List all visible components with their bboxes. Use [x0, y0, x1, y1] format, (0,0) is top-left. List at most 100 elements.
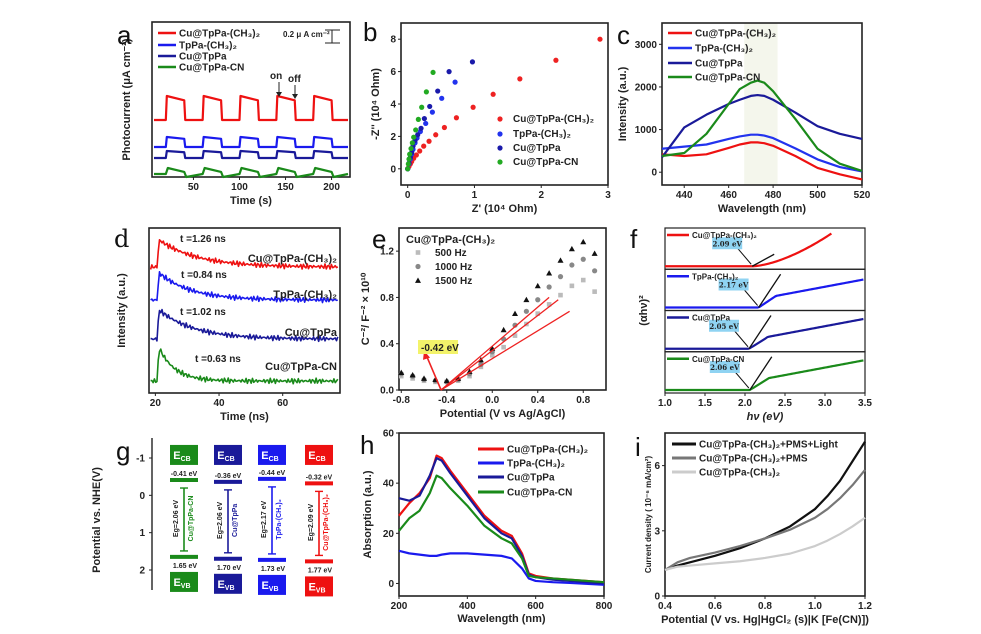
annotation-box: [418, 340, 458, 354]
evb-value: 1.70 eV: [217, 565, 241, 572]
legend-label: Cu@TpPa-(CH₃)₂: [692, 231, 757, 240]
legend-label: Cu@TpPa-(CH₃)₂: [179, 29, 260, 40]
y-tick-label: 3: [654, 526, 660, 537]
legend-label: TpPa-(CH₃)₂: [692, 272, 739, 281]
x-tick-label: 480: [765, 190, 782, 201]
data-point: [500, 326, 507, 333]
y-axis-label: Intensity (a.u.): [617, 66, 629, 141]
legend-label: TpPa-(CH₃)₂: [513, 129, 571, 140]
data-point: [439, 95, 445, 101]
data-point: [408, 145, 414, 152]
y-tick-label: 2000: [635, 82, 658, 93]
data-point: [421, 143, 427, 149]
y-tick-label: 0: [390, 164, 396, 175]
highlight-band: [744, 23, 778, 185]
series-label: TpPa-(CH₃)₂: [273, 289, 337, 301]
data-point: [546, 284, 552, 290]
data-point: [470, 104, 476, 110]
data-point: [501, 344, 506, 350]
data-point: [557, 274, 564, 280]
y-tick-label: 6: [654, 461, 660, 472]
cb-subscript: CB: [269, 456, 279, 463]
cb-subscript: CB: [316, 456, 326, 463]
y-tick-label: 20: [383, 529, 395, 540]
bandgap-label: 2.06 eV: [710, 363, 740, 372]
tauc-curve: [665, 359, 864, 392]
plot-frame: [398, 432, 605, 597]
panel-h: 200 400 600 800 0 20 40 60 Wavelength (nm) Absorp…: [360, 429, 613, 626]
legend-label: TpPa-(CH₃)₂: [179, 41, 237, 52]
legend-label: Cu@TpPa-CN: [507, 488, 572, 499]
off-label: off: [288, 74, 301, 85]
annotation-label: -0.42 eV: [421, 343, 459, 354]
data-point: [535, 311, 541, 316]
y-tick-label: 3000: [635, 40, 658, 51]
absorption-line: [398, 549, 605, 586]
data-point: [406, 156, 412, 162]
y-tick-label: 1.2: [380, 247, 394, 258]
legend-marker: [415, 277, 421, 283]
panel-label: g: [116, 436, 130, 466]
legend-label: 1500 Hz: [435, 276, 472, 287]
x-tick-label: -0.8: [393, 395, 411, 406]
vb-box: [258, 574, 286, 595]
lifetime-label: t =1.02 ns: [180, 307, 226, 318]
on-label: on: [270, 71, 282, 82]
spectrum-line: [661, 141, 863, 181]
y-tick-label: 0.0: [380, 386, 394, 397]
legend-label: TpPa-(CH₃)₂: [695, 44, 753, 55]
data-point: [557, 257, 564, 263]
data-point: [466, 368, 473, 374]
y-tick-label: 60: [383, 429, 395, 440]
bandgap-label: 2.17 eV: [719, 281, 749, 290]
y-tick-label: 1: [139, 528, 145, 539]
series-label: Cu@TpPa: [285, 327, 338, 339]
y-tick-label: 0: [388, 579, 394, 590]
data-point: [430, 69, 436, 76]
cb-subscript: CB: [225, 456, 235, 463]
tauc-curve: [665, 278, 864, 309]
vb-subscript: VB: [225, 585, 235, 592]
y-axis-label: C⁻²/ F⁻² × 10¹⁰: [360, 272, 372, 345]
material-label: Cu@TpPa-CN: [188, 496, 195, 542]
data-point: [546, 302, 552, 307]
jv-curve: [664, 469, 866, 571]
y-axis-label: Intensity (a.u.): [116, 273, 128, 348]
y-tick-label: 0.8: [380, 293, 394, 304]
y-tick-label: 6: [390, 67, 396, 78]
plot-frame: [151, 21, 351, 178]
vb-box: [214, 573, 242, 594]
x-tick-label: 1.5: [698, 398, 712, 409]
data-point: [489, 352, 495, 358]
x-tick-label: 0.8: [758, 601, 772, 612]
evb-value: 1.65 eV: [173, 563, 197, 570]
decay-curve: [149, 238, 339, 270]
jv-curve: [664, 516, 866, 571]
tangent-line: [758, 273, 782, 308]
photocurrent-line: [154, 166, 349, 179]
data-point: [417, 148, 423, 154]
panel-label: f: [630, 224, 638, 254]
panel-label: b: [363, 17, 377, 47]
legend-marker: [497, 145, 503, 151]
legend-label: Cu@TpPa-(CH₃)₂: [513, 114, 594, 125]
plot-frame: [148, 227, 341, 394]
data-point: [413, 152, 419, 158]
bandgap-box: [718, 278, 749, 291]
legend-label: Cu@TpPa-(CH₃)₂: [695, 29, 776, 40]
ecb-value: -0.36 eV: [215, 473, 242, 480]
x-axis-label: Time (ns): [220, 411, 269, 423]
data-point: [409, 140, 415, 146]
cb-subscript: CB: [181, 456, 191, 463]
y-tick-label: 2: [390, 132, 396, 143]
legend-marker: [497, 159, 503, 165]
data-point: [546, 270, 553, 276]
y-axis-label: Current density ( 10⁻⁶ mA/cm²): [644, 456, 653, 574]
legend-label: Cu@TpPa-(CH₃)₂: [699, 468, 780, 479]
chart-title: Cu@TpPa-(CH₃)₂: [406, 234, 495, 246]
bandgap-label: 2.09 eV: [713, 239, 743, 248]
spectrum-line: [661, 79, 863, 172]
x-tick-label: 0.4: [658, 601, 672, 612]
x-tick-label: 200: [323, 182, 340, 193]
